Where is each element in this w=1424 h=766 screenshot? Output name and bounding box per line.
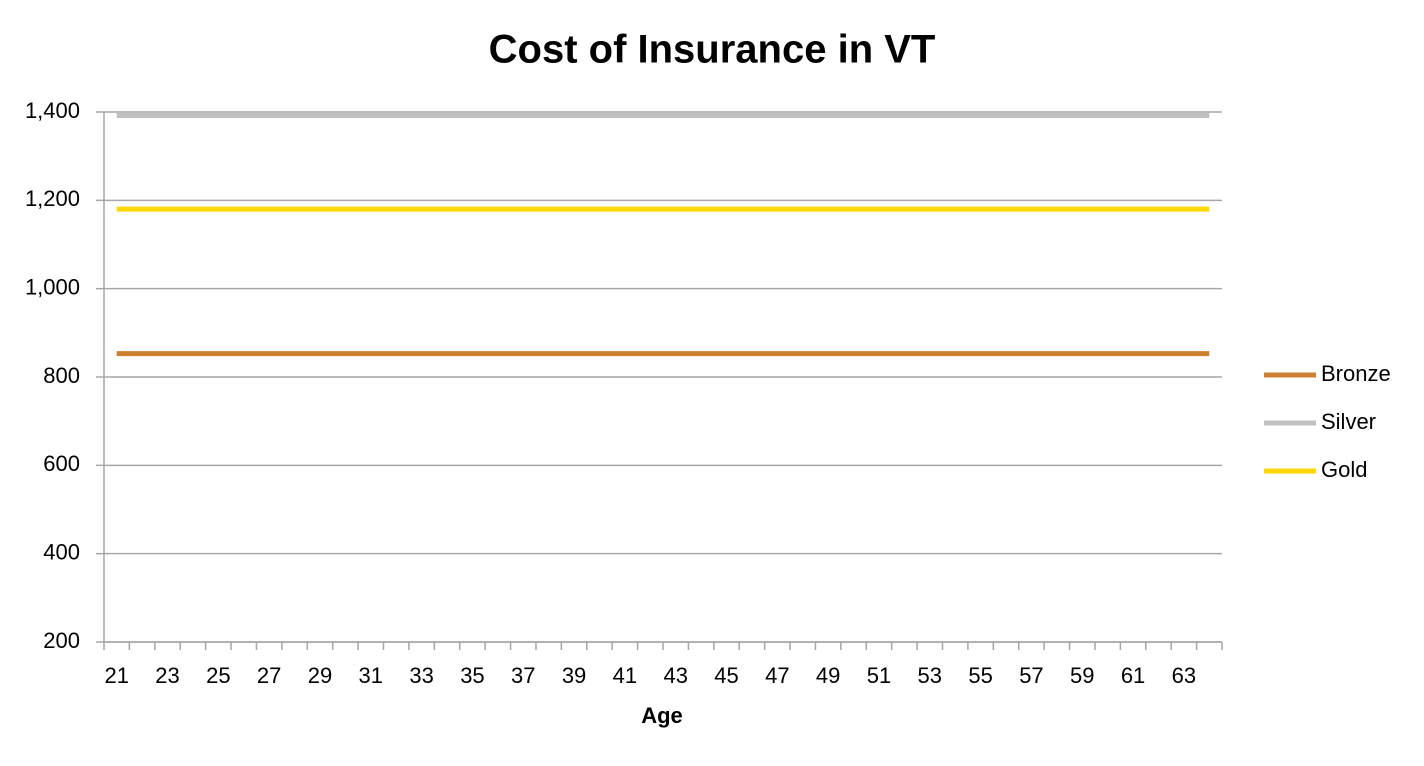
x-axis-title: Age — [641, 703, 683, 728]
x-tick-label: 33 — [409, 663, 433, 688]
x-tick-label: 37 — [511, 663, 535, 688]
x-tick-label: 55 — [968, 663, 992, 688]
x-tick-label: 53 — [918, 663, 942, 688]
x-tick-label: 57 — [1019, 663, 1043, 688]
y-tick-label: 1,000 — [25, 274, 80, 299]
x-tick-label: 25 — [206, 663, 230, 688]
x-tick-label: 29 — [308, 663, 332, 688]
x-tick-label: 39 — [562, 663, 586, 688]
x-tick-label: 43 — [663, 663, 687, 688]
x-tick-label: 47 — [765, 663, 789, 688]
x-tick-label: 31 — [359, 663, 383, 688]
y-tick-label: 1,400 — [25, 98, 80, 123]
legend-label: Bronze — [1321, 361, 1391, 386]
y-tick-label: 600 — [43, 451, 80, 476]
x-tick-label: 45 — [714, 663, 738, 688]
y-tick-label: 800 — [43, 363, 80, 388]
x-tick-label: 51 — [867, 663, 891, 688]
x-tick-label: 21 — [104, 663, 128, 688]
x-tick-label: 35 — [460, 663, 484, 688]
y-tick-label: 1,200 — [25, 186, 80, 211]
y-tick-label: 200 — [43, 628, 80, 653]
legend-label: Silver — [1321, 409, 1376, 434]
legend-label: Gold — [1321, 457, 1367, 482]
chart-title: Cost of Insurance in VT — [489, 28, 936, 72]
x-tick-label: 61 — [1121, 663, 1145, 688]
x-tick-label: 41 — [613, 663, 637, 688]
x-tick-label: 49 — [816, 663, 840, 688]
x-tick-label: 23 — [155, 663, 179, 688]
x-tick-label: 59 — [1070, 663, 1094, 688]
x-tick-label: 63 — [1172, 663, 1196, 688]
x-tick-label: 27 — [257, 663, 281, 688]
y-tick-label: 400 — [43, 539, 80, 564]
